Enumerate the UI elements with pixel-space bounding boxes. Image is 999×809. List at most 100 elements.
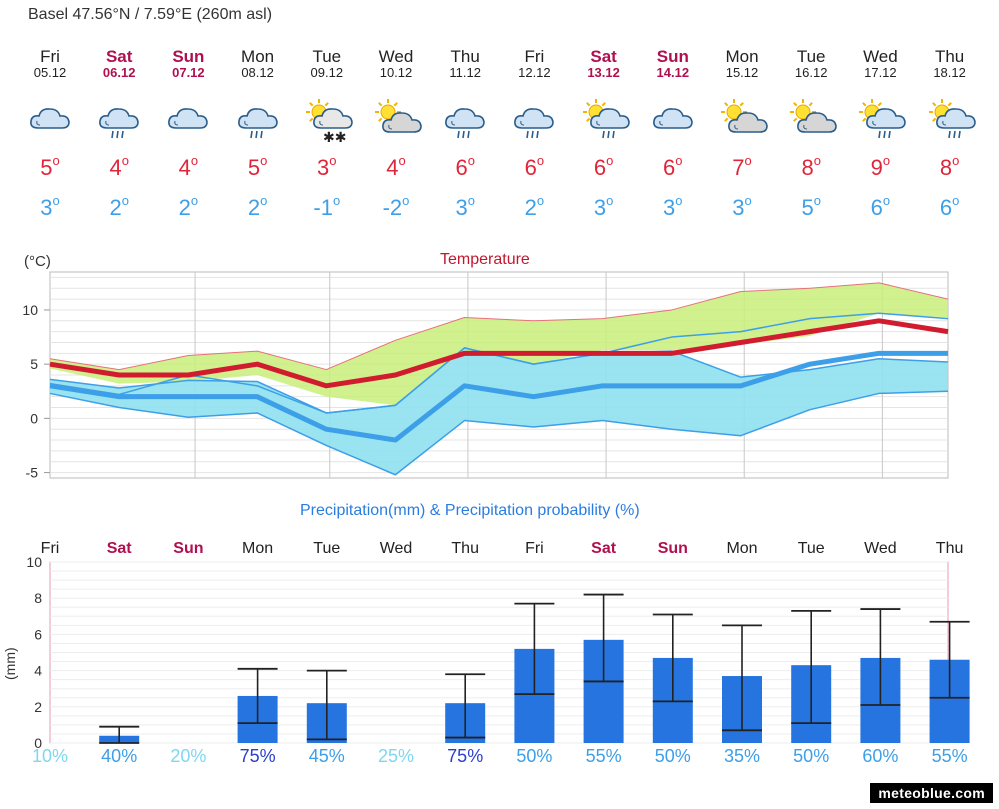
- location-title: Basel 47.56°N / 7.59°E (260m asl): [28, 6, 273, 23]
- day-date: 16.12: [794, 65, 828, 80]
- precip-range-whisker: [652, 613, 693, 703]
- min-temp: 3o: [40, 193, 60, 220]
- day-date: 13.12: [587, 65, 620, 80]
- cloudy-icon: [15, 92, 85, 142]
- precip-probability: 45%: [308, 746, 345, 766]
- sun-rain-icon: [845, 92, 915, 142]
- precip-ytick: 8: [34, 590, 42, 606]
- precip-range-whisker: [929, 620, 970, 699]
- day-column: Thu 18.12: [915, 48, 985, 80]
- cloudy-icon: [638, 92, 708, 142]
- rain-cloud-icon: [430, 92, 500, 142]
- precip-unit-label: (mm): [2, 647, 18, 680]
- day-date: 12.12: [518, 65, 551, 80]
- min-temp: 6o: [939, 193, 960, 220]
- precip-day-label: Sun: [657, 540, 688, 557]
- min-temp: 2o: [178, 193, 199, 220]
- precip-bar: [237, 695, 278, 743]
- day-date: 07.12: [172, 65, 205, 80]
- precip-ytick: 2: [34, 699, 42, 715]
- day-name: Tue: [796, 47, 826, 66]
- day-date: 06.12: [102, 65, 136, 80]
- precip-range-whisker: [860, 608, 901, 706]
- min-temp: -1o: [313, 193, 341, 220]
- day-name: Mon: [725, 47, 759, 66]
- precip-range-whisker: [99, 725, 140, 744]
- precip-day-label: Fri: [525, 540, 544, 557]
- day-column: Sat 06.12: [84, 48, 154, 80]
- day-column: Fri 12.12: [499, 48, 569, 80]
- day-date: 15.12: [725, 65, 759, 80]
- precip-range-whisker: [514, 602, 555, 696]
- day-date: 09.12: [310, 65, 344, 80]
- min-temp: 3o: [455, 193, 475, 220]
- day-column: Mon 08.12: [223, 48, 293, 80]
- day-date: 14.12: [656, 65, 690, 80]
- temp-ytick: -5: [26, 465, 39, 481]
- day-date: 17.12: [864, 65, 897, 80]
- precip-range-whisker: [791, 609, 832, 724]
- precip-bar: [791, 665, 832, 743]
- max-temp: 4o: [178, 153, 199, 180]
- max-temp: 6o: [524, 153, 545, 180]
- precip-probability: 50%: [654, 746, 691, 766]
- precip-range-whisker: [306, 669, 347, 741]
- precip-ytick: 6: [34, 626, 42, 642]
- max-temp: 8o: [939, 153, 960, 180]
- precip-day-label: Tue: [797, 540, 825, 557]
- precip-range-whisker: [583, 593, 624, 683]
- day-name: Sun: [172, 47, 205, 66]
- day-column: Wed 10.12: [361, 48, 431, 80]
- precip-ytick: 4: [34, 663, 42, 679]
- max-temp: 8o: [801, 153, 821, 180]
- precip-bar: [583, 639, 624, 743]
- rain-cloud-icon: [223, 92, 293, 142]
- sun-rain-icon: [915, 92, 985, 142]
- day-column: Tue 16.12: [776, 48, 846, 80]
- day-date: 18.12: [933, 65, 966, 80]
- precip-probability: 55%: [585, 746, 622, 766]
- precip-probability: 60%: [862, 746, 899, 766]
- precip-bar: [860, 657, 901, 743]
- min-temp: 2o: [109, 193, 129, 220]
- max-temp: 4o: [386, 153, 406, 180]
- precip-day-label: Mon: [726, 540, 758, 557]
- day-name: Wed: [378, 47, 414, 66]
- max-temp: 3o: [317, 153, 337, 180]
- day-column: Wed 17.12: [845, 48, 915, 80]
- min-upper-line: [49, 312, 949, 414]
- max-temp: 6o: [663, 153, 683, 180]
- day-name: Thu: [450, 47, 480, 66]
- precip-range-whisker: [722, 624, 762, 732]
- max-range-band: [50, 282, 948, 406]
- day-column: Thu 11.12: [430, 48, 500, 80]
- max-temp: 5o: [247, 153, 268, 180]
- day-date: 05.12: [33, 65, 67, 80]
- day-name: Fri: [40, 47, 60, 66]
- day-name: Sat: [105, 47, 133, 66]
- sun-cloud-icon: [776, 92, 846, 142]
- sun-snow-icon: ✱✱: [292, 92, 362, 145]
- max-temp: 4o: [109, 153, 129, 180]
- precip-probability: 40%: [101, 746, 138, 766]
- precip-probability: 75%: [239, 746, 276, 766]
- precip-day-label: Wed: [864, 540, 897, 557]
- sun-cloud-icon: [361, 92, 431, 142]
- precip-bar: [306, 703, 347, 743]
- precip-range-whisker: [237, 667, 278, 724]
- precip-day-label: Sun: [173, 540, 204, 557]
- precip-bar: [652, 657, 693, 743]
- credit-badge[interactable]: meteoblue.com: [870, 783, 993, 803]
- precip-plot-frame: [49, 561, 949, 744]
- day-column: Fri 05.12: [15, 48, 85, 80]
- precip-probability: 75%: [447, 746, 484, 766]
- temp-chart-title: Temperature: [440, 251, 530, 268]
- precip-probability: 35%: [723, 746, 761, 766]
- precip-bar: [99, 735, 140, 743]
- precip-probability: 10%: [31, 746, 69, 766]
- precip-probability: 20%: [170, 746, 207, 766]
- min-temp: 3o: [593, 193, 614, 220]
- precip-probability: 55%: [931, 746, 968, 766]
- precip-day-label: Wed: [379, 540, 413, 557]
- day-date: 08.12: [241, 65, 274, 80]
